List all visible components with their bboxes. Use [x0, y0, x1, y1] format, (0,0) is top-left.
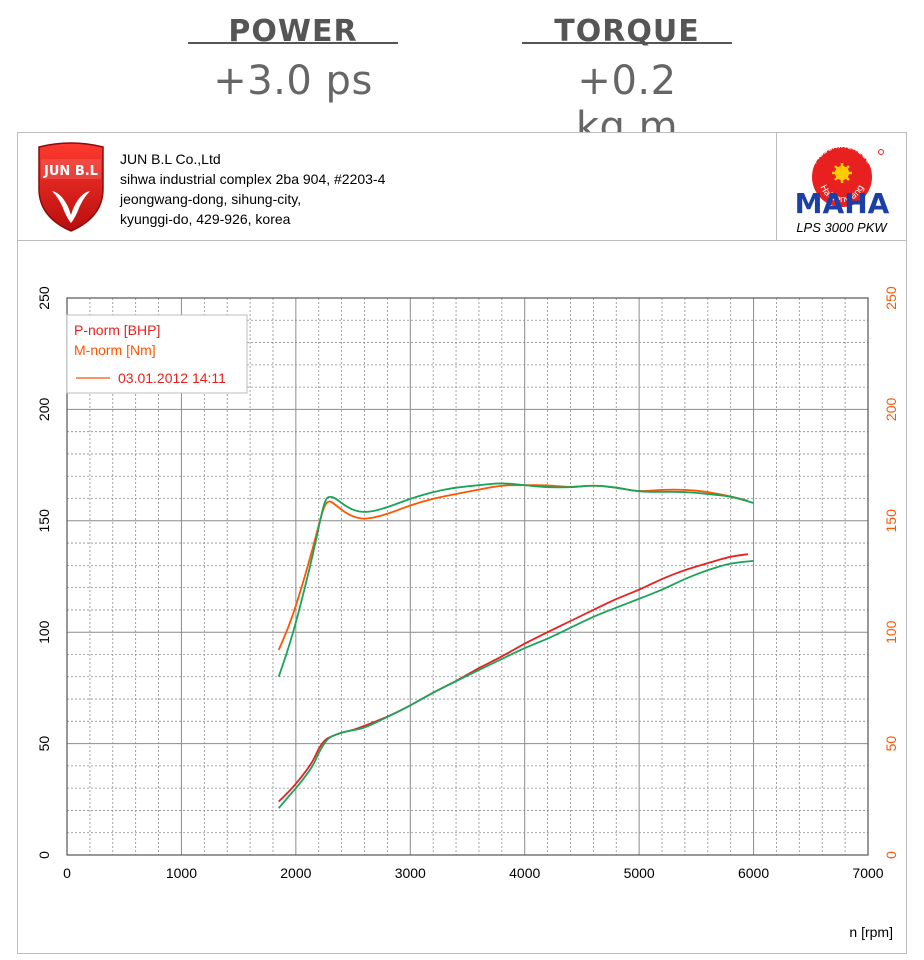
chart-ticks: 0 1000 2000 3000 4000 5000 6000 700005010015020…	[36, 286, 899, 881]
x-axis-label: n [rpm]	[849, 924, 893, 940]
maha-model: LPS 3000 PKW	[796, 220, 887, 235]
power-value: +3.0 ps	[213, 58, 373, 104]
company-address-1: sihwa industrial complex 2ba 904, #2203-…	[120, 171, 386, 187]
y-tick-label-right: 50	[883, 736, 899, 752]
y-tick-label-left: 0	[36, 851, 52, 859]
dyno-sheet: JUN B.L JUN B.L Co.,Ltd sihwa industrial…	[17, 132, 907, 954]
x-tick-label: 7000	[852, 865, 883, 881]
legend-line2: M-norm [Nm]	[74, 342, 156, 358]
maha-brand: MAHA	[795, 187, 890, 217]
series-line-1	[277, 482, 754, 678]
y-tick-label-right: 250	[883, 286, 899, 310]
junbl-logo: JUN B.L	[38, 142, 104, 232]
plot-frame	[66, 297, 869, 856]
y-tick-label-left: 150	[36, 509, 52, 533]
chart-axes	[66, 297, 869, 856]
x-tick-label: 3000	[395, 865, 426, 881]
x-tick-label: 0	[63, 865, 71, 881]
logo-text: JUN B.L	[43, 164, 98, 179]
y-tick-label-left: 250	[36, 286, 52, 310]
x-tick-label: 4000	[509, 865, 540, 881]
x-tick-label: 2000	[280, 865, 311, 881]
power-gain: POWER +3.0 ps	[188, 0, 398, 104]
y-tick-label-left: 200	[36, 398, 52, 422]
x-tick-label: 5000	[624, 865, 655, 881]
company-address-3: kyunggi-do, 429-926, korea	[120, 211, 291, 227]
y-tick-label-left: 50	[36, 736, 52, 752]
company-address-2: jeongwang-dong, sihung-city,	[120, 191, 302, 207]
chart-series	[277, 482, 754, 809]
series-line-2	[278, 553, 749, 803]
series-line-3	[278, 560, 754, 809]
maha-logo: Maschinenbau Haldenwang MAHA	[795, 141, 890, 220]
y-tick-label-right: 200	[883, 398, 899, 422]
series-line-0	[277, 484, 749, 651]
legend-run: 03.01.2012 14:11	[118, 370, 226, 386]
company-name: JUN B.L Co.,Ltd	[120, 151, 221, 167]
y-tick-label-right: 0	[883, 851, 899, 859]
torque-label: TORQUE	[522, 0, 732, 49]
legend-box	[66, 314, 248, 394]
y-tick-label-right: 150	[883, 509, 899, 533]
chart-legend: P-norm [BHP] M-norm [Nm] 03.01.2012 14:1…	[66, 314, 248, 394]
y-tick-label-left: 100	[36, 620, 52, 644]
y-tick-label-right: 100	[883, 620, 899, 644]
x-tick-label: 6000	[738, 865, 769, 881]
maha-box: Maschinenbau Haldenwang MAHA LPS 3000 PK…	[776, 133, 906, 241]
company-info: JUN B.L Co.,Ltd sihwa industrial complex…	[120, 149, 385, 229]
x-tick-label: 1000	[166, 865, 197, 881]
power-label: POWER	[188, 0, 398, 49]
legend-line1: P-norm [BHP]	[74, 322, 160, 338]
gear-icon	[832, 163, 852, 183]
sheet-header: JUN B.L JUN B.L Co.,Ltd sihwa industrial…	[18, 133, 906, 241]
